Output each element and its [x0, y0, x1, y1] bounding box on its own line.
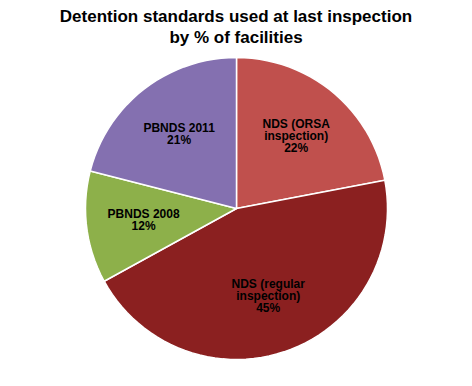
svg-text:NDS (ORSAinspection)22%: NDS (ORSAinspection)22%: [263, 117, 331, 155]
svg-text:PBNDS 200812%: PBNDS 200812%: [108, 207, 180, 233]
svg-text:PBNDS 201121%: PBNDS 201121%: [143, 121, 215, 147]
html-text:Detention standards used at la: Detention standards used at last inspect…: [59, 7, 413, 48]
svg-text:NDS (regularinspection)45%: NDS (regularinspection)45%: [232, 277, 306, 315]
